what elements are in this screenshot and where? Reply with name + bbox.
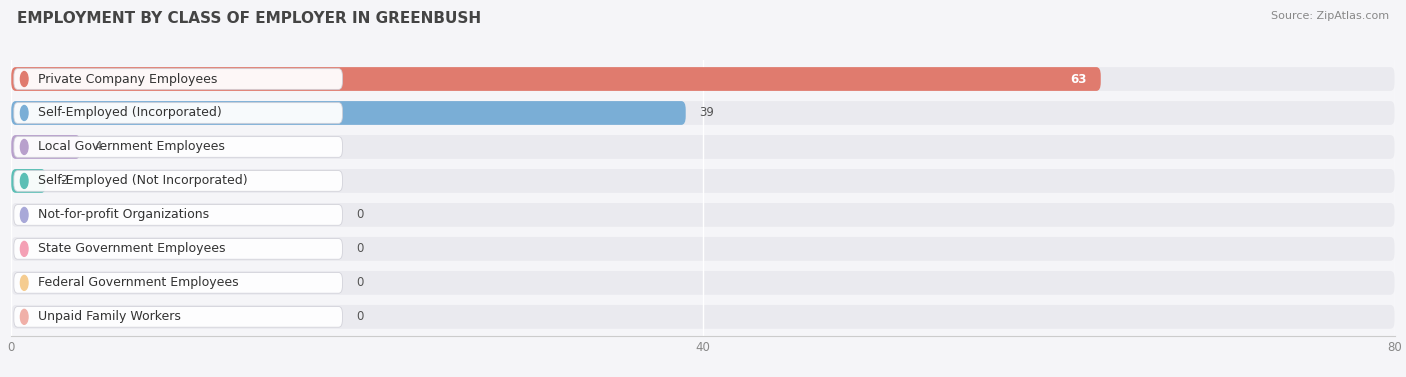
Text: 2: 2 xyxy=(59,175,67,187)
Circle shape xyxy=(21,207,28,222)
FancyBboxPatch shape xyxy=(11,169,1395,193)
FancyBboxPatch shape xyxy=(11,203,1395,227)
FancyBboxPatch shape xyxy=(11,271,1395,295)
Text: 0: 0 xyxy=(356,310,364,323)
FancyBboxPatch shape xyxy=(11,237,1395,261)
Text: 0: 0 xyxy=(356,276,364,290)
Circle shape xyxy=(21,241,28,256)
Text: 63: 63 xyxy=(1070,72,1087,86)
Circle shape xyxy=(21,310,28,324)
Text: Federal Government Employees: Federal Government Employees xyxy=(38,276,239,290)
FancyBboxPatch shape xyxy=(14,205,343,225)
FancyBboxPatch shape xyxy=(14,307,343,327)
Text: Source: ZipAtlas.com: Source: ZipAtlas.com xyxy=(1271,11,1389,21)
Text: State Government Employees: State Government Employees xyxy=(38,242,225,255)
Circle shape xyxy=(21,139,28,155)
Circle shape xyxy=(21,106,28,121)
FancyBboxPatch shape xyxy=(14,273,343,293)
Text: Unpaid Family Workers: Unpaid Family Workers xyxy=(38,310,181,323)
FancyBboxPatch shape xyxy=(11,67,1395,91)
Text: 0: 0 xyxy=(356,208,364,221)
FancyBboxPatch shape xyxy=(14,239,343,259)
FancyBboxPatch shape xyxy=(11,169,46,193)
FancyBboxPatch shape xyxy=(11,67,1101,91)
FancyBboxPatch shape xyxy=(14,136,343,157)
Text: 0: 0 xyxy=(356,242,364,255)
Circle shape xyxy=(21,72,28,86)
Circle shape xyxy=(21,275,28,290)
FancyBboxPatch shape xyxy=(11,135,1395,159)
Text: Local Government Employees: Local Government Employees xyxy=(38,141,225,153)
FancyBboxPatch shape xyxy=(11,135,80,159)
Text: Private Company Employees: Private Company Employees xyxy=(38,72,218,86)
Text: Self-Employed (Incorporated): Self-Employed (Incorporated) xyxy=(38,106,222,120)
FancyBboxPatch shape xyxy=(11,101,686,125)
Text: Self-Employed (Not Incorporated): Self-Employed (Not Incorporated) xyxy=(38,175,247,187)
FancyBboxPatch shape xyxy=(14,69,343,89)
Text: 39: 39 xyxy=(700,106,714,120)
Circle shape xyxy=(21,173,28,188)
FancyBboxPatch shape xyxy=(14,103,343,123)
FancyBboxPatch shape xyxy=(11,101,1395,125)
Text: EMPLOYMENT BY CLASS OF EMPLOYER IN GREENBUSH: EMPLOYMENT BY CLASS OF EMPLOYER IN GREEN… xyxy=(17,11,481,26)
Text: Not-for-profit Organizations: Not-for-profit Organizations xyxy=(38,208,209,221)
FancyBboxPatch shape xyxy=(14,170,343,191)
FancyBboxPatch shape xyxy=(11,305,1395,329)
Text: 4: 4 xyxy=(94,141,101,153)
